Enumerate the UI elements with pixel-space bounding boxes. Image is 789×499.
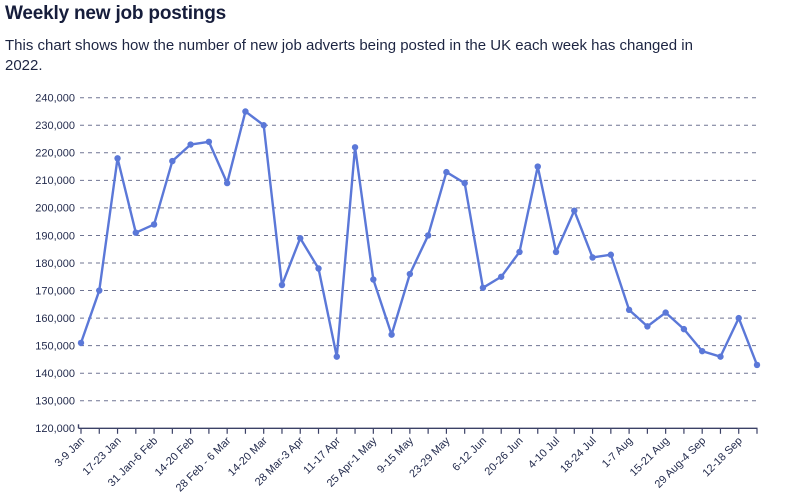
data-point [187, 141, 194, 148]
data-point [424, 232, 432, 239]
page-subtitle: This chart shows how the number of new j… [5, 37, 693, 74]
data-point [698, 347, 706, 355]
y-tick-label: 240,000 [35, 93, 75, 105]
data-point [297, 235, 304, 242]
chart-canvas: 240,000 230,000 220,000 210,000 200,000 190,0… [35, 93, 761, 495]
x-tick-label: 20-26 Jun [483, 435, 526, 478]
data-point [552, 248, 560, 256]
data-point [169, 157, 176, 165]
y-tick-label: 160,000 [35, 313, 75, 325]
data-point [96, 287, 103, 294]
x-tick-label: 4-10 Jul [526, 435, 562, 471]
data-point [223, 179, 231, 187]
data-point [114, 155, 121, 162]
data-point [534, 163, 541, 170]
data-point [571, 207, 578, 214]
x-tick-label: 1-7 Aug [600, 435, 635, 470]
x-axis [77, 424, 758, 434]
data-point [461, 179, 468, 187]
data-point [443, 168, 450, 176]
data-point [753, 361, 761, 369]
data-point [662, 309, 669, 316]
y-tick-label: 140,000 [35, 368, 75, 380]
data-point [333, 353, 340, 360]
y-tick-label: 190,000 [35, 230, 75, 242]
data-point [680, 325, 688, 333]
data-point [315, 265, 322, 272]
data-point [370, 276, 377, 283]
y-tick-label: 210,000 [35, 175, 75, 187]
data-point [351, 144, 359, 151]
data-point [717, 353, 724, 360]
page-title: Weekly new job postings [5, 3, 226, 24]
data-point [242, 108, 249, 115]
x-tick-label: 3-9 Jan [53, 435, 87, 469]
data-point [589, 254, 596, 261]
y-tick-label: 130,000 [35, 396, 75, 408]
data-point [132, 229, 140, 236]
y-tick-label: 220,000 [35, 148, 75, 160]
data-point [260, 122, 267, 129]
y-tick-label: 200,000 [35, 203, 75, 215]
data-point [479, 284, 487, 291]
data-point [388, 331, 395, 338]
x-tick-label: 23-29 May [407, 435, 453, 481]
data-line [79, 110, 759, 367]
data-point [205, 138, 213, 145]
data-point [77, 339, 85, 347]
y-tick-label: 150,000 [35, 340, 75, 352]
gridlines [80, 97, 757, 402]
data-point [406, 270, 414, 278]
data-point [278, 281, 286, 289]
data-point [516, 248, 523, 256]
data-point [498, 273, 505, 280]
x-tick-label: 12-18 Sep [700, 435, 744, 479]
data-point [735, 314, 742, 322]
y-tick-label: 120,000 [35, 423, 75, 435]
data-point [625, 306, 633, 314]
y-tick-label: 180,000 [35, 258, 75, 270]
line-chart: 240,000 230,000 220,000 210,000 200,000 190,0… [0, 85, 789, 499]
y-axis-labels: 240,000 230,000 220,000 210,000 200,000 190,0… [35, 93, 75, 436]
data-point [150, 221, 158, 228]
y-tick-label: 230,000 [35, 120, 75, 132]
x-tick-label: 18-24 Jul [558, 435, 598, 475]
data-points [77, 108, 761, 369]
y-tick-label: 170,000 [35, 285, 75, 297]
data-point [644, 323, 651, 330]
data-point [607, 251, 615, 258]
